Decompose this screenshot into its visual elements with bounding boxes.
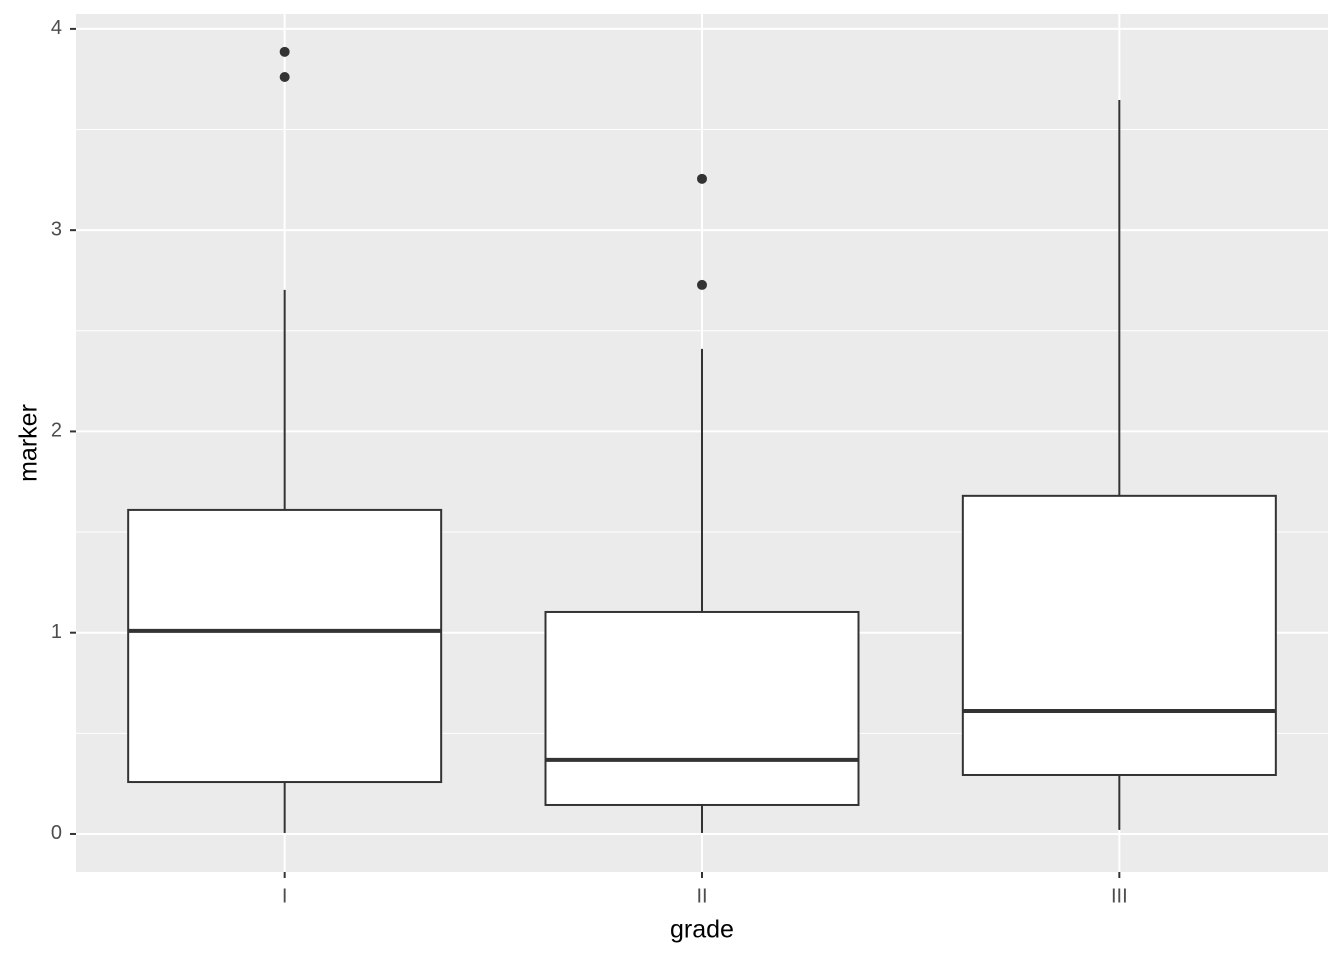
y-tick-label: 0	[51, 822, 62, 844]
box	[127, 508, 443, 784]
y-tick-label: 3	[51, 218, 62, 240]
outlier	[697, 279, 707, 290]
y-tick-label: 4	[51, 17, 62, 39]
x-tick-label: I	[282, 885, 288, 907]
box	[544, 610, 860, 806]
y-tick-label: 1	[51, 621, 62, 643]
x-axis-title: grade	[670, 916, 734, 944]
outlier	[697, 173, 707, 184]
x-tick-label: III	[1111, 885, 1128, 907]
outlier	[279, 46, 290, 57]
outlier	[279, 71, 290, 82]
x-tick-label: II	[696, 885, 707, 907]
y-tick-label: 2	[51, 420, 62, 442]
box	[961, 494, 1277, 776]
y-axis-title: marker	[15, 404, 43, 482]
